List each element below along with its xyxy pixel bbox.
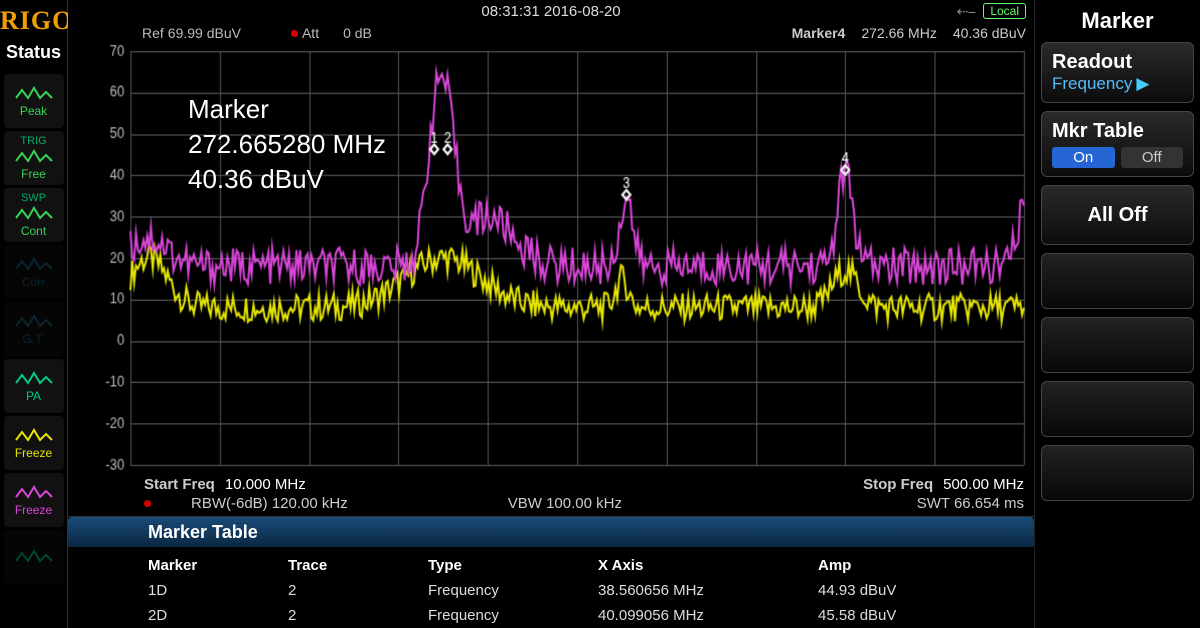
softkey-mkr-table-label: Mkr Table [1052,120,1183,143]
marker-table-panel: Marker Table MarkerTraceTypeX AxisAmp1D2… [68,516,1034,628]
softkey-blank-3[interactable] [1041,381,1194,437]
status-swp-label: Cont [21,224,46,238]
rbw-value: 120.00 kHz [272,495,348,512]
usb-icon: ⇠⎯ [957,3,976,20]
mkr-table-off[interactable]: Off [1121,147,1184,168]
param-row-bw: RBW(-6dB) 120.00 kHz VBW 100.00 kHz SWT … [68,495,1034,516]
main-area: 08:31:31 2016-08-20 ⇠⎯ Local Ref 69.99 d… [68,0,1034,628]
swt-value: 66.654 ms [954,495,1024,512]
softkey-readout-label: Readout [1052,51,1183,74]
ref-label: Ref [142,25,164,41]
status-pa-icon [14,369,54,387]
vbw-label: VBW [508,495,542,512]
status-gt: G.T. [4,302,64,356]
clock-text: 08:31:31 2016-08-20 [481,3,620,20]
att-warn-icon [291,30,298,37]
stop-freq-value: 500.00 MHz [943,476,1024,493]
status-corr-icon [14,255,54,273]
stop-freq-label: Stop Freq [863,476,933,493]
softkey-blank-4[interactable] [1041,445,1194,501]
marker-table-row: 1D2Frequency38.560656 MHz44.93 dBuV [148,578,1024,603]
marker-overlay-title: Marker [188,92,386,127]
status-title: Status [0,38,67,71]
status-pa-label: PA [26,389,41,403]
status-gt-label: G.T. [22,332,44,346]
softkey-blank-1[interactable] [1041,253,1194,309]
status-trig: TRIGFree [4,131,64,185]
marker-readout-overlay: Marker 272.665280 MHz 40.36 dBuV [188,92,386,197]
status-corr: Corr [4,245,64,299]
status-blank [4,530,64,584]
softkey-readout-value: Frequency [1052,74,1132,94]
marker-table-header: MarkerTraceTypeX AxisAmp [148,553,1024,578]
start-freq-label: Start Freq [144,476,215,493]
rbw-warn-icon [144,500,151,507]
status-freeze1-icon [14,426,54,444]
status-freeze2: Freeze [4,473,64,527]
status-freeze2-icon [14,483,54,501]
vbw-value: 100.00 kHz [546,495,622,512]
status-peak: Peak [4,74,64,128]
status-freeze2-label: Freeze [15,503,52,517]
marker-table-row: 2D2Frequency40.099056 MHz45.58 dBuV [148,603,1024,628]
softkey-all-off[interactable]: All Off [1041,185,1194,245]
softkey-mkr-table[interactable]: Mkr Table On Off [1041,111,1194,177]
mkr-table-on[interactable]: On [1052,147,1115,168]
marker-overlay-amp: 40.36 dBuV [188,162,386,197]
status-sidebar: RIGOL Status Peak TRIGFreeSWPCont Corr G.T.… [0,0,68,628]
ref-value: 69.99 dBuV [168,25,241,41]
spectrum-plot[interactable]: Marker 272.665280 MHz 40.36 dBuV [68,44,1034,472]
softkey-all-off-label: All Off [1088,204,1148,227]
softkey-sidebar: Marker Readout Frequency ▶ Mkr Table On … [1034,0,1200,628]
status-freeze1-label: Freeze [15,446,52,460]
marker-overlay-freq: 272.665280 MHz [188,127,386,162]
marker4-freq: 272.66 MHz [861,25,936,41]
marker-table-title: Marker Table [68,517,1034,547]
status-swp-icon [14,204,54,222]
status-trig-label: Free [21,167,46,181]
brand-logo: RIGOL [0,0,67,38]
att-value: 0 dB [343,25,372,41]
local-indicator: Local [983,3,1026,19]
status-pa: PA [4,359,64,413]
status-corr-label: Corr [22,275,45,289]
rbw-label: RBW(-6dB) [191,495,268,512]
status-swp: SWPCont [4,188,64,242]
top-bar: 08:31:31 2016-08-20 ⇠⎯ Local [68,0,1034,22]
status-blank-icon [14,547,54,565]
chevron-right-icon: ▶ [1136,74,1149,94]
status-peak-label: Peak [20,104,47,118]
softkey-readout[interactable]: Readout Frequency ▶ [1041,42,1194,103]
marker4-label: Marker4 [792,25,846,41]
att-label: Att [302,25,319,41]
marker4-amp: 40.36 dBuV [953,25,1026,41]
status-gt-icon [14,312,54,330]
swt-label: SWT [917,495,950,512]
param-row-freq: Start Freq 10.000 MHz Stop Freq 500.00 M… [68,472,1034,495]
status-peak-icon [14,84,54,102]
start-freq-value: 10.000 MHz [225,476,306,493]
softkey-title: Marker [1035,0,1200,38]
softkey-blank-2[interactable] [1041,317,1194,373]
param-row-top: Ref 69.99 dBuV Att 0 dB Marker4 272.66 M… [68,22,1034,44]
status-freeze1: Freeze [4,416,64,470]
status-trig-icon [14,147,54,165]
